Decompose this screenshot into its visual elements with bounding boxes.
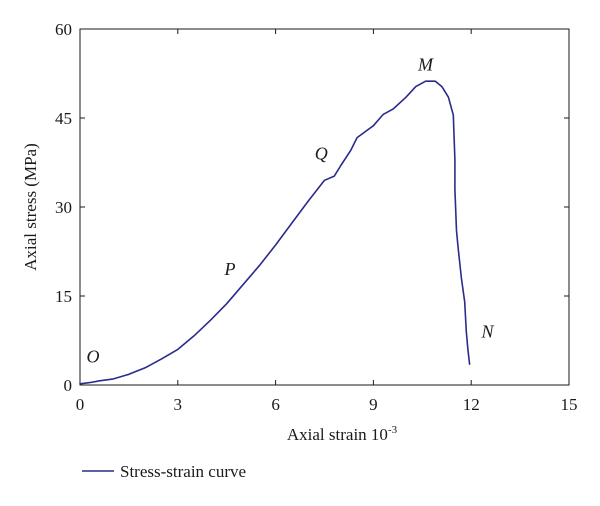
x-tick-label: 0 [76,395,85,414]
chart-legend: Stress-strain curve [82,462,246,481]
plot-frame [79,28,570,386]
y-axis-title: Axial stress (MPa) [21,143,40,270]
x-tick-label: 3 [174,395,183,414]
y-tick-label: 30 [55,198,72,217]
point-label-m: M [417,55,434,75]
x-axis-title-exponent: -3 [388,424,398,436]
point-label-q: Q [315,144,328,164]
y-tick-label: 45 [55,109,72,128]
y-tick-label: 15 [55,287,72,306]
x-tick-label: 15 [561,395,578,414]
x-tick-label: 9 [369,395,378,414]
y-tick-label: 0 [64,376,73,395]
point-label-n: N [480,322,494,342]
legend-label-stress-strain: Stress-strain curve [120,462,246,481]
point-label-p: P [223,259,235,279]
x-axis-title-main: Axial strain 10 [287,425,388,444]
point-label-o: O [87,346,100,366]
x-tick-label: 6 [271,395,280,414]
y-tick-label: 60 [55,20,72,39]
x-axis-title: Axial strain 10-3 [287,424,398,444]
series-line-stress-strain [79,80,471,385]
x-tick-label: 12 [463,395,480,414]
